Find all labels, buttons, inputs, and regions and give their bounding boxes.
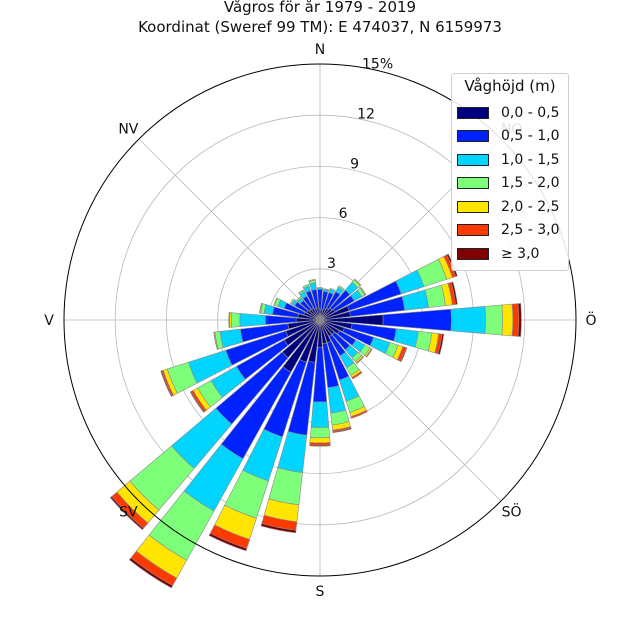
- direction-label: SV: [119, 505, 138, 521]
- rose-bar-segment: [360, 286, 367, 296]
- rose-bar-segment: [273, 297, 278, 306]
- legend-label: ≥ 3,0: [501, 245, 540, 262]
- rose-bar-segment: [401, 289, 429, 311]
- rose-bar-segment: [351, 371, 363, 380]
- rose-bar-segment: [337, 285, 345, 292]
- rose-bar-segment: [160, 370, 173, 397]
- legend-swatch: [457, 224, 489, 237]
- chart-title: Vågros för år 1979 - 2019: [223, 0, 417, 16]
- rose-bar-segment: [298, 289, 304, 294]
- legend-swatch: [457, 177, 489, 190]
- direction-label: V: [44, 313, 54, 329]
- rose-bar-segment: [109, 496, 144, 531]
- rose-bar-segment: [329, 287, 336, 292]
- rose-bar-segment: [484, 304, 503, 336]
- rose-bar-segment: [128, 557, 174, 589]
- legend-swatch: [457, 130, 489, 143]
- rose-bar-segment: [296, 296, 302, 302]
- rose-bar-segment: [355, 355, 365, 365]
- legend-title: Våghöjd (m): [464, 77, 556, 95]
- legend-item: ≥ 3,0: [457, 242, 568, 266]
- rose-bar-segment: [400, 347, 408, 363]
- legend-item: 2,0 - 2,5: [457, 195, 568, 219]
- legend-label: 2,0 - 2,5: [501, 198, 560, 215]
- rose-bar-segment: [365, 348, 373, 358]
- radial-tick-label: 15%: [362, 57, 393, 73]
- radial-tick-label: 12: [357, 106, 375, 122]
- rose-bar-segment: [230, 312, 241, 328]
- rose-bar-segment: [517, 303, 522, 337]
- legend-swatch: [457, 106, 489, 119]
- rose-bar-segment: [208, 532, 248, 552]
- legend-label: 1,5 - 2,0: [501, 175, 560, 192]
- legend-swatch: [457, 200, 489, 213]
- rose-bar-segment: [317, 287, 323, 290]
- rose-bar-segment: [350, 409, 368, 419]
- legend-item: 1,5 - 2,0: [457, 172, 568, 196]
- legend-label: 2,5 - 3,0: [501, 222, 560, 239]
- direction-label: S: [316, 584, 325, 600]
- rose-bar-segment: [189, 391, 205, 413]
- rose-bar-segment: [353, 278, 362, 287]
- chart-subtitle: Koordinat (Sweref 99 TM): E 474037, N 61…: [138, 18, 502, 36]
- rose-bar-segment: [213, 331, 218, 350]
- polar-frame: [63, 63, 577, 577]
- legend-item: 0,5 - 1,0: [457, 125, 568, 149]
- rose-bar-segment: [289, 298, 296, 305]
- radial-tick-label: 6: [339, 206, 348, 222]
- rose-bar-segment: [259, 302, 263, 314]
- grid-spoke: [138, 138, 321, 321]
- rose-bar-segment: [268, 467, 303, 506]
- legend-swatch: [457, 247, 489, 260]
- direction-label: Ö: [585, 311, 596, 329]
- rose-bar-segment: [228, 312, 231, 328]
- rose-bar-segment: [219, 328, 244, 349]
- rose-bar-segment: [382, 308, 452, 332]
- legend: Våghöjd (m) 0,0 - 0,5 0,5 - 1,0 1,0 - 1,…: [451, 73, 569, 271]
- rose-bar-segment: [393, 328, 419, 348]
- direction-label: N: [315, 42, 325, 58]
- rose-bar-segment: [450, 281, 458, 305]
- direction-label: SÖ: [502, 503, 522, 521]
- rose-bar-segment: [437, 333, 445, 355]
- radial-tick-label: 3: [327, 256, 336, 272]
- rose-bar-segment: [511, 303, 520, 337]
- rose-bar-segment: [260, 523, 297, 534]
- rose-bar-segment: [501, 303, 514, 337]
- rose-bar-segment: [308, 278, 316, 282]
- rose-bar-segment: [302, 283, 310, 289]
- rose-bar-segment: [332, 427, 352, 434]
- direction-label: NV: [118, 121, 138, 137]
- rose-bar-segment: [309, 426, 331, 439]
- rose-bar-segment: [310, 401, 330, 428]
- legend-swatch: [457, 153, 489, 166]
- rose-bar-segment: [239, 313, 266, 327]
- rose-bar-segment: [309, 444, 331, 447]
- rose-bar-segment: [309, 437, 331, 444]
- legend-label: 0,5 - 1,0: [501, 128, 560, 145]
- rose-bar-segment: [450, 306, 486, 334]
- rose-bar-segment: [323, 288, 330, 291]
- legend-item: 2,5 - 3,0: [457, 219, 568, 243]
- legend-label: 0,0 - 0,5: [501, 104, 560, 121]
- legend-item: 0,0 - 0,5: [457, 101, 568, 125]
- legend-label: 1,0 - 1,5: [501, 151, 560, 168]
- radial-tick-label: 9: [350, 156, 359, 172]
- legend-item: 1,0 - 1,5: [457, 148, 568, 172]
